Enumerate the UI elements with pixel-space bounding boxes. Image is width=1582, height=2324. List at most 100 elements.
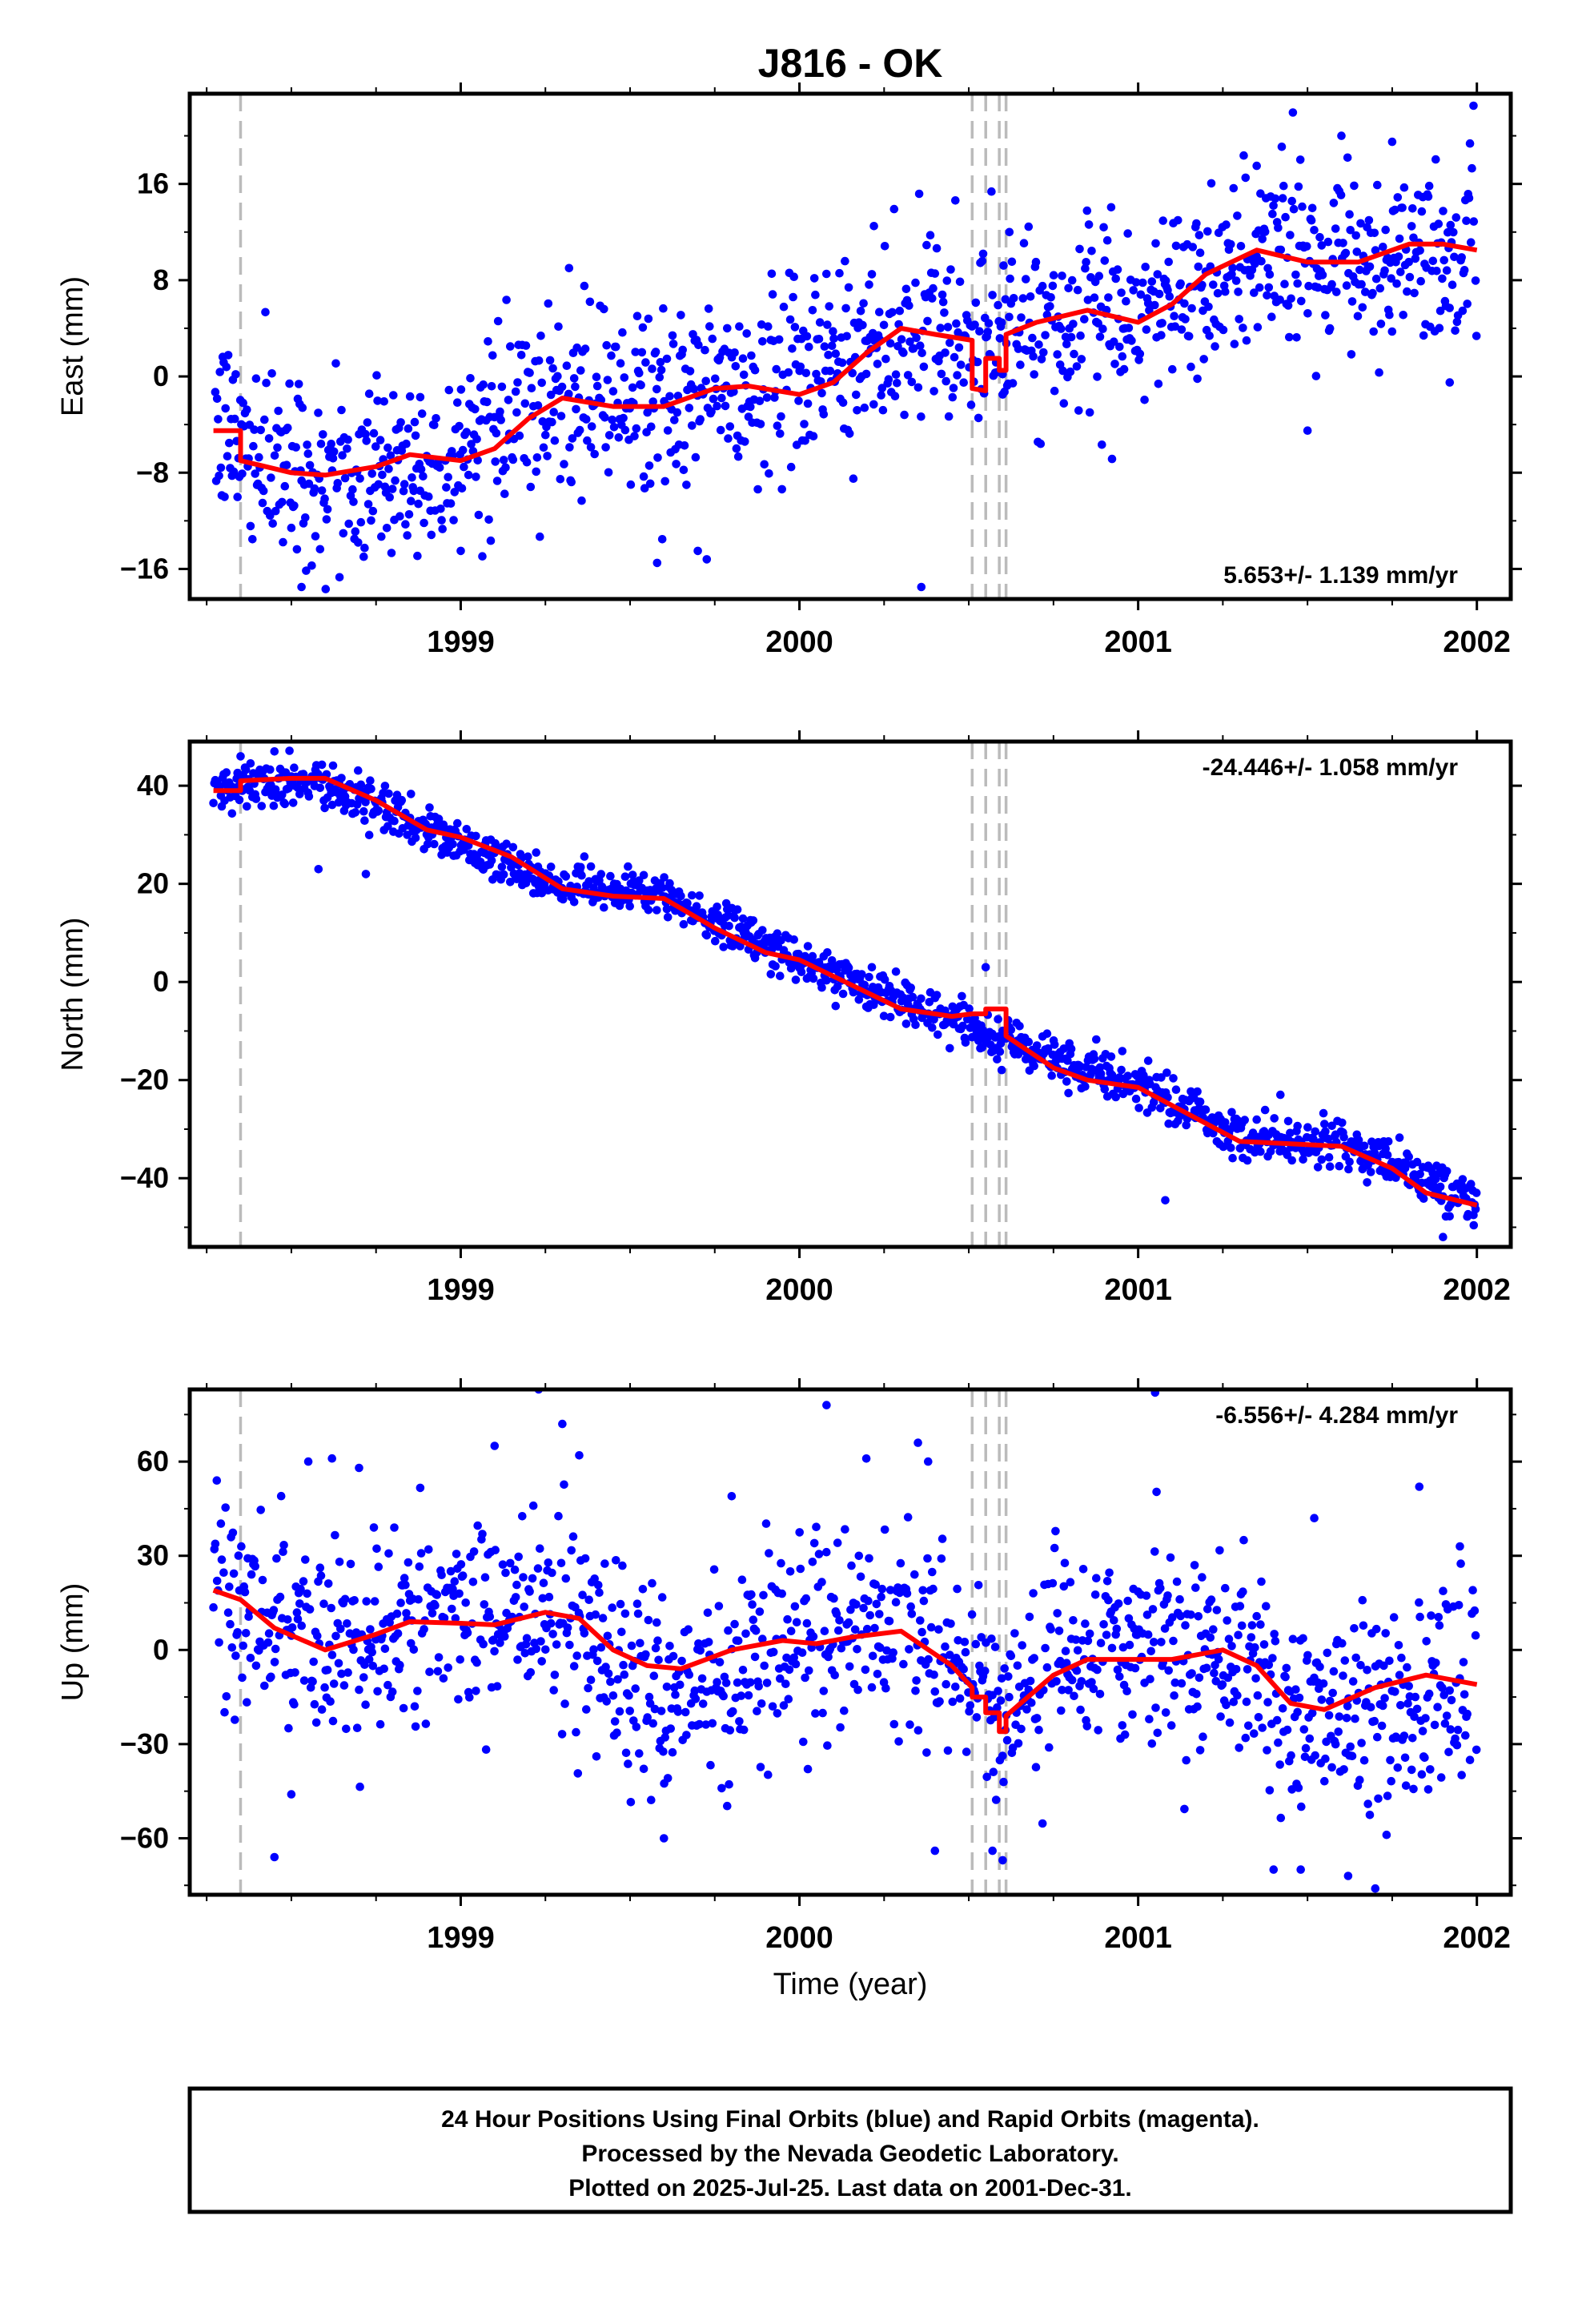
data-point	[1046, 302, 1054, 311]
data-point	[819, 410, 829, 419]
data-point	[450, 488, 460, 497]
data-point	[1269, 1865, 1279, 1874]
data-point	[1134, 1104, 1143, 1112]
data-point	[364, 1655, 374, 1664]
data-point	[485, 1612, 495, 1621]
data-point	[567, 1546, 576, 1555]
data-point	[407, 497, 416, 505]
data-point	[653, 1636, 662, 1645]
data-point	[548, 1630, 557, 1638]
data-point	[458, 445, 468, 455]
data-point	[1182, 1755, 1191, 1765]
data-point	[1247, 1621, 1257, 1630]
data-point	[1310, 226, 1319, 235]
data-point	[1161, 1708, 1170, 1717]
data-point	[435, 463, 444, 472]
data-point	[384, 464, 393, 473]
data-point	[1047, 1071, 1056, 1080]
data-point	[1277, 143, 1287, 151]
data-point	[962, 1747, 971, 1756]
data-point	[1050, 386, 1059, 396]
x-tick-label: 2000	[765, 1273, 833, 1307]
data-point	[1064, 1088, 1073, 1098]
data-point	[355, 1685, 363, 1695]
data-point	[1379, 243, 1387, 251]
data-point	[1177, 1679, 1186, 1688]
data-point	[1076, 331, 1085, 340]
data-point	[562, 361, 572, 371]
data-point	[847, 1561, 856, 1570]
data-point	[612, 1556, 620, 1565]
data-point	[989, 1767, 998, 1776]
data-point	[556, 475, 565, 484]
data-point	[834, 1626, 843, 1635]
data-point	[1355, 265, 1364, 275]
data-point	[1356, 219, 1365, 228]
data-point	[550, 436, 560, 445]
data-point	[290, 1699, 299, 1709]
data-point	[772, 364, 781, 374]
data-point	[1223, 1673, 1233, 1683]
data-point	[522, 1634, 532, 1642]
data-point	[1393, 1763, 1403, 1772]
data-point	[1404, 1682, 1413, 1691]
data-point	[1195, 1097, 1205, 1107]
data-point	[444, 1663, 452, 1672]
data-point	[822, 1547, 831, 1557]
data-point	[1038, 1819, 1047, 1828]
data-point	[889, 1648, 897, 1657]
data-point	[954, 1636, 962, 1645]
data-point	[608, 1603, 616, 1612]
data-point	[941, 1642, 950, 1651]
data-point	[544, 1558, 553, 1567]
data-point	[264, 1629, 274, 1638]
data-point	[662, 904, 672, 914]
data-point	[446, 1566, 456, 1576]
data-point	[373, 396, 382, 405]
data-point	[1199, 355, 1208, 364]
data-point	[1195, 1746, 1205, 1755]
data-point	[659, 1747, 668, 1756]
data-point	[950, 352, 959, 362]
data-point	[1275, 1760, 1284, 1769]
data-point	[1440, 1719, 1450, 1728]
data-point	[650, 1704, 660, 1714]
data-point	[1311, 1751, 1319, 1760]
data-point	[1412, 1704, 1422, 1714]
data-point	[912, 333, 921, 343]
data-point	[397, 795, 407, 805]
data-point	[548, 1568, 556, 1578]
data-point	[603, 376, 612, 384]
data-point	[607, 351, 616, 360]
data-point	[319, 1599, 328, 1608]
data-point	[905, 1645, 913, 1654]
data-point	[1324, 1711, 1334, 1720]
data-point	[1009, 294, 1018, 303]
data-point	[1416, 276, 1425, 286]
data-point	[873, 360, 882, 368]
data-point	[1118, 1047, 1127, 1055]
data-point	[729, 1707, 737, 1716]
data-point	[511, 1593, 520, 1602]
data-point	[1239, 324, 1247, 332]
data-point	[598, 1614, 608, 1622]
data-point	[619, 1660, 628, 1670]
data-point	[803, 399, 813, 408]
data-point	[226, 1619, 235, 1629]
data-point	[1107, 454, 1117, 464]
data-point	[988, 1846, 997, 1856]
data-point	[1373, 1732, 1382, 1742]
data-point	[492, 1682, 502, 1691]
data-point	[1124, 324, 1134, 332]
data-point	[602, 1697, 611, 1706]
data-point	[396, 1598, 405, 1607]
data-point	[750, 1652, 760, 1662]
data-point	[1005, 227, 1014, 237]
data-point	[665, 1642, 674, 1651]
data-point	[1010, 1629, 1019, 1638]
data-point	[561, 872, 571, 881]
data-point	[474, 510, 484, 520]
data-point	[393, 1629, 403, 1638]
data-point	[1224, 1634, 1234, 1643]
data-point	[359, 1673, 368, 1682]
